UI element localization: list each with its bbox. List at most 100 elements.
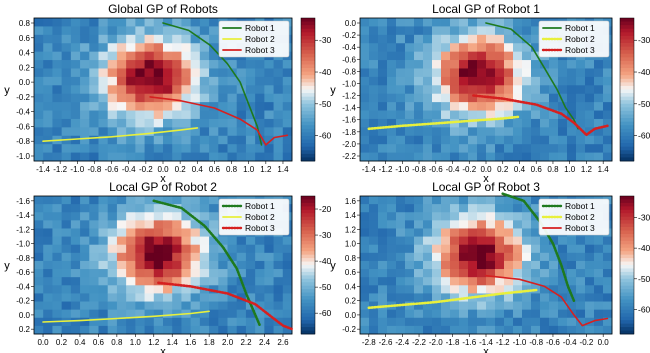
heatmap-cell (432, 60, 442, 69)
heatmap-cell (227, 60, 238, 69)
heatmap-cell (459, 269, 469, 278)
colorbar-step (620, 199, 634, 204)
heatmap-cell (116, 135, 127, 145)
heatmap-cell (504, 18, 514, 27)
heatmap-cell (236, 260, 247, 270)
heatmap-cell (34, 60, 44, 69)
colorbar-step (620, 233, 634, 238)
colorbar-step (301, 196, 315, 200)
heatmap-cell (441, 144, 451, 153)
heatmap-cell (264, 260, 274, 270)
heatmap-cell (218, 325, 228, 335)
heatmap-cell (255, 68, 265, 78)
colorbar-step (301, 25, 315, 30)
heatmap-cell (369, 260, 379, 270)
heatmap-cell (450, 102, 460, 111)
heatmap-cell (172, 127, 182, 137)
heatmap-cell (432, 260, 442, 270)
heatmap-cell (43, 110, 53, 120)
x-tick-label: -0.8 (88, 165, 102, 174)
heatmap-cell (163, 43, 173, 53)
heatmap-cell (522, 236, 532, 246)
y-axis: 1.61.41.21.00.80.60.40.20.0-0.2y (330, 197, 360, 334)
heatmap-cell (468, 60, 478, 69)
heatmap-cell (504, 68, 514, 78)
heatmap-cell (236, 301, 247, 311)
heatmap-cell (190, 228, 201, 237)
heatmap-cell (126, 252, 136, 262)
x-tick-label: 1.2 (581, 165, 593, 174)
heatmap-cell (549, 309, 559, 319)
heatmap-cell (387, 18, 397, 27)
heatmap-cell (144, 301, 155, 311)
colorbar-step (620, 278, 634, 283)
heatmap-cell (52, 325, 63, 335)
heatmap-cell (387, 236, 397, 246)
heatmap-cell (477, 68, 487, 78)
heatmap-cell (52, 60, 63, 69)
colorbar-step (301, 216, 315, 221)
heatmap-cell (80, 85, 90, 95)
colorbar-step (301, 121, 315, 126)
heatmap-cell (273, 252, 284, 262)
heatmap-cell (414, 269, 424, 278)
heatmap-cell (369, 118, 379, 128)
heatmap-cell (181, 260, 192, 270)
colorbar-step (620, 82, 634, 87)
heatmap-cell (585, 93, 595, 103)
y-tick-label: -1.2 (16, 225, 30, 234)
heatmap-cell (531, 325, 541, 335)
heatmap-cell (245, 144, 256, 153)
colorbar-step (301, 132, 315, 137)
heatmap-cell (190, 51, 201, 61)
heatmap-cell (34, 118, 44, 128)
heatmap-cell (495, 204, 505, 213)
heatmap-cell (181, 102, 192, 111)
heatmap-cell (98, 260, 109, 270)
heatmap-cell (405, 309, 415, 319)
heatmap-cell (522, 260, 532, 270)
heatmap-cell (603, 68, 613, 78)
heatmap-cell (43, 212, 53, 221)
heatmap-cell (486, 269, 496, 278)
heatmap-cell (594, 135, 604, 145)
heatmap-cell (504, 76, 514, 86)
heatmap-cell (432, 236, 442, 246)
heatmap-cell (34, 236, 44, 246)
panel-2: Local GP of Robot 1-1.4 -1.2 -1.0 -0.8 -0.6-… (330, 2, 650, 185)
heatmap-cell (405, 277, 415, 286)
x-tick-label: -1.6 (462, 338, 476, 347)
heatmap-cell (504, 102, 514, 111)
heatmap-cell (468, 85, 478, 95)
heatmap-cell (495, 236, 505, 246)
heatmap-cell (603, 325, 613, 335)
colorbar-step (301, 202, 315, 207)
trajectories (367, 192, 609, 327)
heatmap-cell (282, 236, 293, 246)
colorbar-step (620, 143, 634, 148)
heatmap-cell (245, 317, 256, 327)
heatmap-cell (282, 269, 293, 278)
heatmap-cell (423, 135, 433, 145)
y-tick-label: 0.2 (19, 325, 31, 334)
heatmap-cell (423, 325, 433, 335)
heatmap-cell (107, 301, 118, 311)
heatmap-cell (432, 277, 442, 286)
x-tick-label: -0.6 (105, 165, 119, 174)
heatmap-cell (378, 325, 388, 335)
colorbar-step (620, 110, 634, 115)
heatmap-cell (441, 301, 451, 311)
heatmap-cell (369, 285, 379, 294)
heatmap-cell (522, 309, 532, 319)
heatmap-cell (255, 252, 265, 262)
heatmap-cell (486, 252, 496, 262)
heatmap-cell (360, 196, 370, 205)
heatmap-cell (387, 196, 397, 205)
heatmap-cell (495, 102, 505, 111)
colorbar-step (620, 18, 634, 22)
x-tick-label: 0.2 (497, 165, 509, 174)
heatmap-cell (585, 260, 595, 270)
heatmap-cell (264, 244, 274, 254)
heatmap-cell (98, 135, 109, 145)
heatmap-cell (432, 144, 442, 153)
